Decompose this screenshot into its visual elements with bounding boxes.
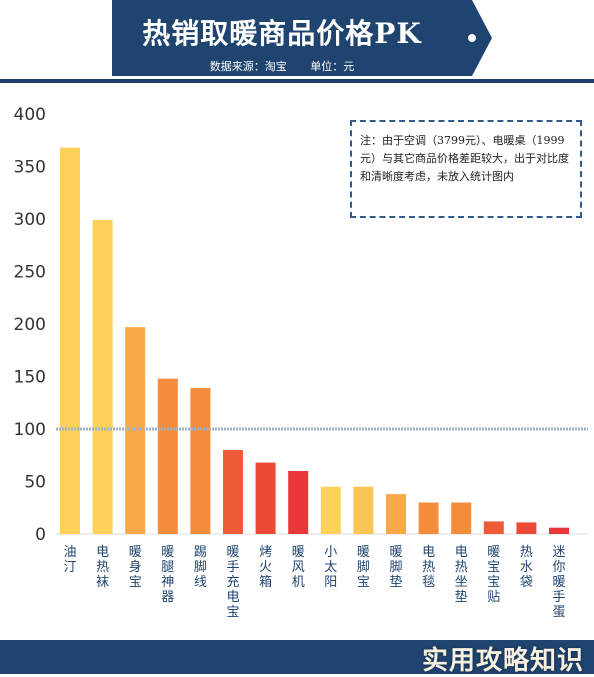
bar-踢脚线 [190,388,210,534]
category-label: 暖手充电宝 [226,545,239,620]
unit-label: 单位：元 [310,60,354,73]
category-label: 电热毯 [422,545,435,590]
category-label: 暖身宝 [129,545,142,590]
category-label: 暖脚垫 [389,545,402,590]
bar-小太阳 [321,487,341,534]
category-label: 踢脚线 [194,545,207,590]
category-label: 热水袋 [520,545,533,590]
y-tick-label: 300 [14,210,46,230]
header-divider [0,79,594,83]
category-label: 烤火箱 [259,545,272,590]
bar-烤火箱 [256,463,276,534]
bar-电热坐垫 [451,503,471,535]
bar-电热袜 [93,220,113,534]
y-tick-label: 350 [14,158,46,178]
watermark: 实用攻略知识 [422,640,584,677]
header: 热销取暖商品价格PK 数据来源：淘宝 单位：元 [0,0,594,86]
category-label: 暖宝宝贴 [487,545,500,605]
bar-暖腿神器 [158,379,178,534]
bar-暖风机 [288,471,308,534]
bar-暖宝宝贴 [484,521,504,534]
y-tick-label: 200 [14,315,46,335]
category-label: 暖腿神器 [161,545,174,605]
category-label: 油汀 [63,545,76,575]
bar-暖手充电宝 [223,450,243,534]
category-label: 电热袜 [96,545,109,590]
bar-油汀 [60,148,80,534]
y-tick-label: 100 [14,420,46,440]
y-tick-label: 50 [24,473,46,493]
title-banner: 热销取暖商品价格PK 数据来源：淘宝 单位：元 [112,0,492,76]
category-label: 迷你暖手蛋 [552,545,565,620]
page-title: 热销取暖商品价格PK [112,12,452,52]
y-tick-label: 0 [35,525,46,545]
subtitle: 数据来源：淘宝 单位：元 [112,58,452,74]
bar-暖脚宝 [353,487,373,534]
bar-电热毯 [419,503,439,535]
bar-热水袋 [516,522,536,534]
data-source: 数据来源：淘宝 [210,60,287,73]
y-tick-label: 400 [14,105,46,125]
banner-dot-icon [468,34,476,42]
category-label: 小太阳 [324,545,337,590]
bar-迷你暖手蛋 [549,528,569,534]
category-label: 暖风机 [292,545,305,590]
bar-暖身宝 [125,327,145,534]
category-label: 电热坐垫 [455,545,468,605]
category-label: 暖脚宝 [357,545,370,590]
y-tick-label: 250 [14,263,46,283]
chart-note: 注：由于空调（3799元）、电暖桌（1999元）与其它商品价格差距较大，出于对比… [350,120,582,218]
y-tick-label: 150 [14,368,46,388]
bar-暖脚垫 [386,494,406,534]
